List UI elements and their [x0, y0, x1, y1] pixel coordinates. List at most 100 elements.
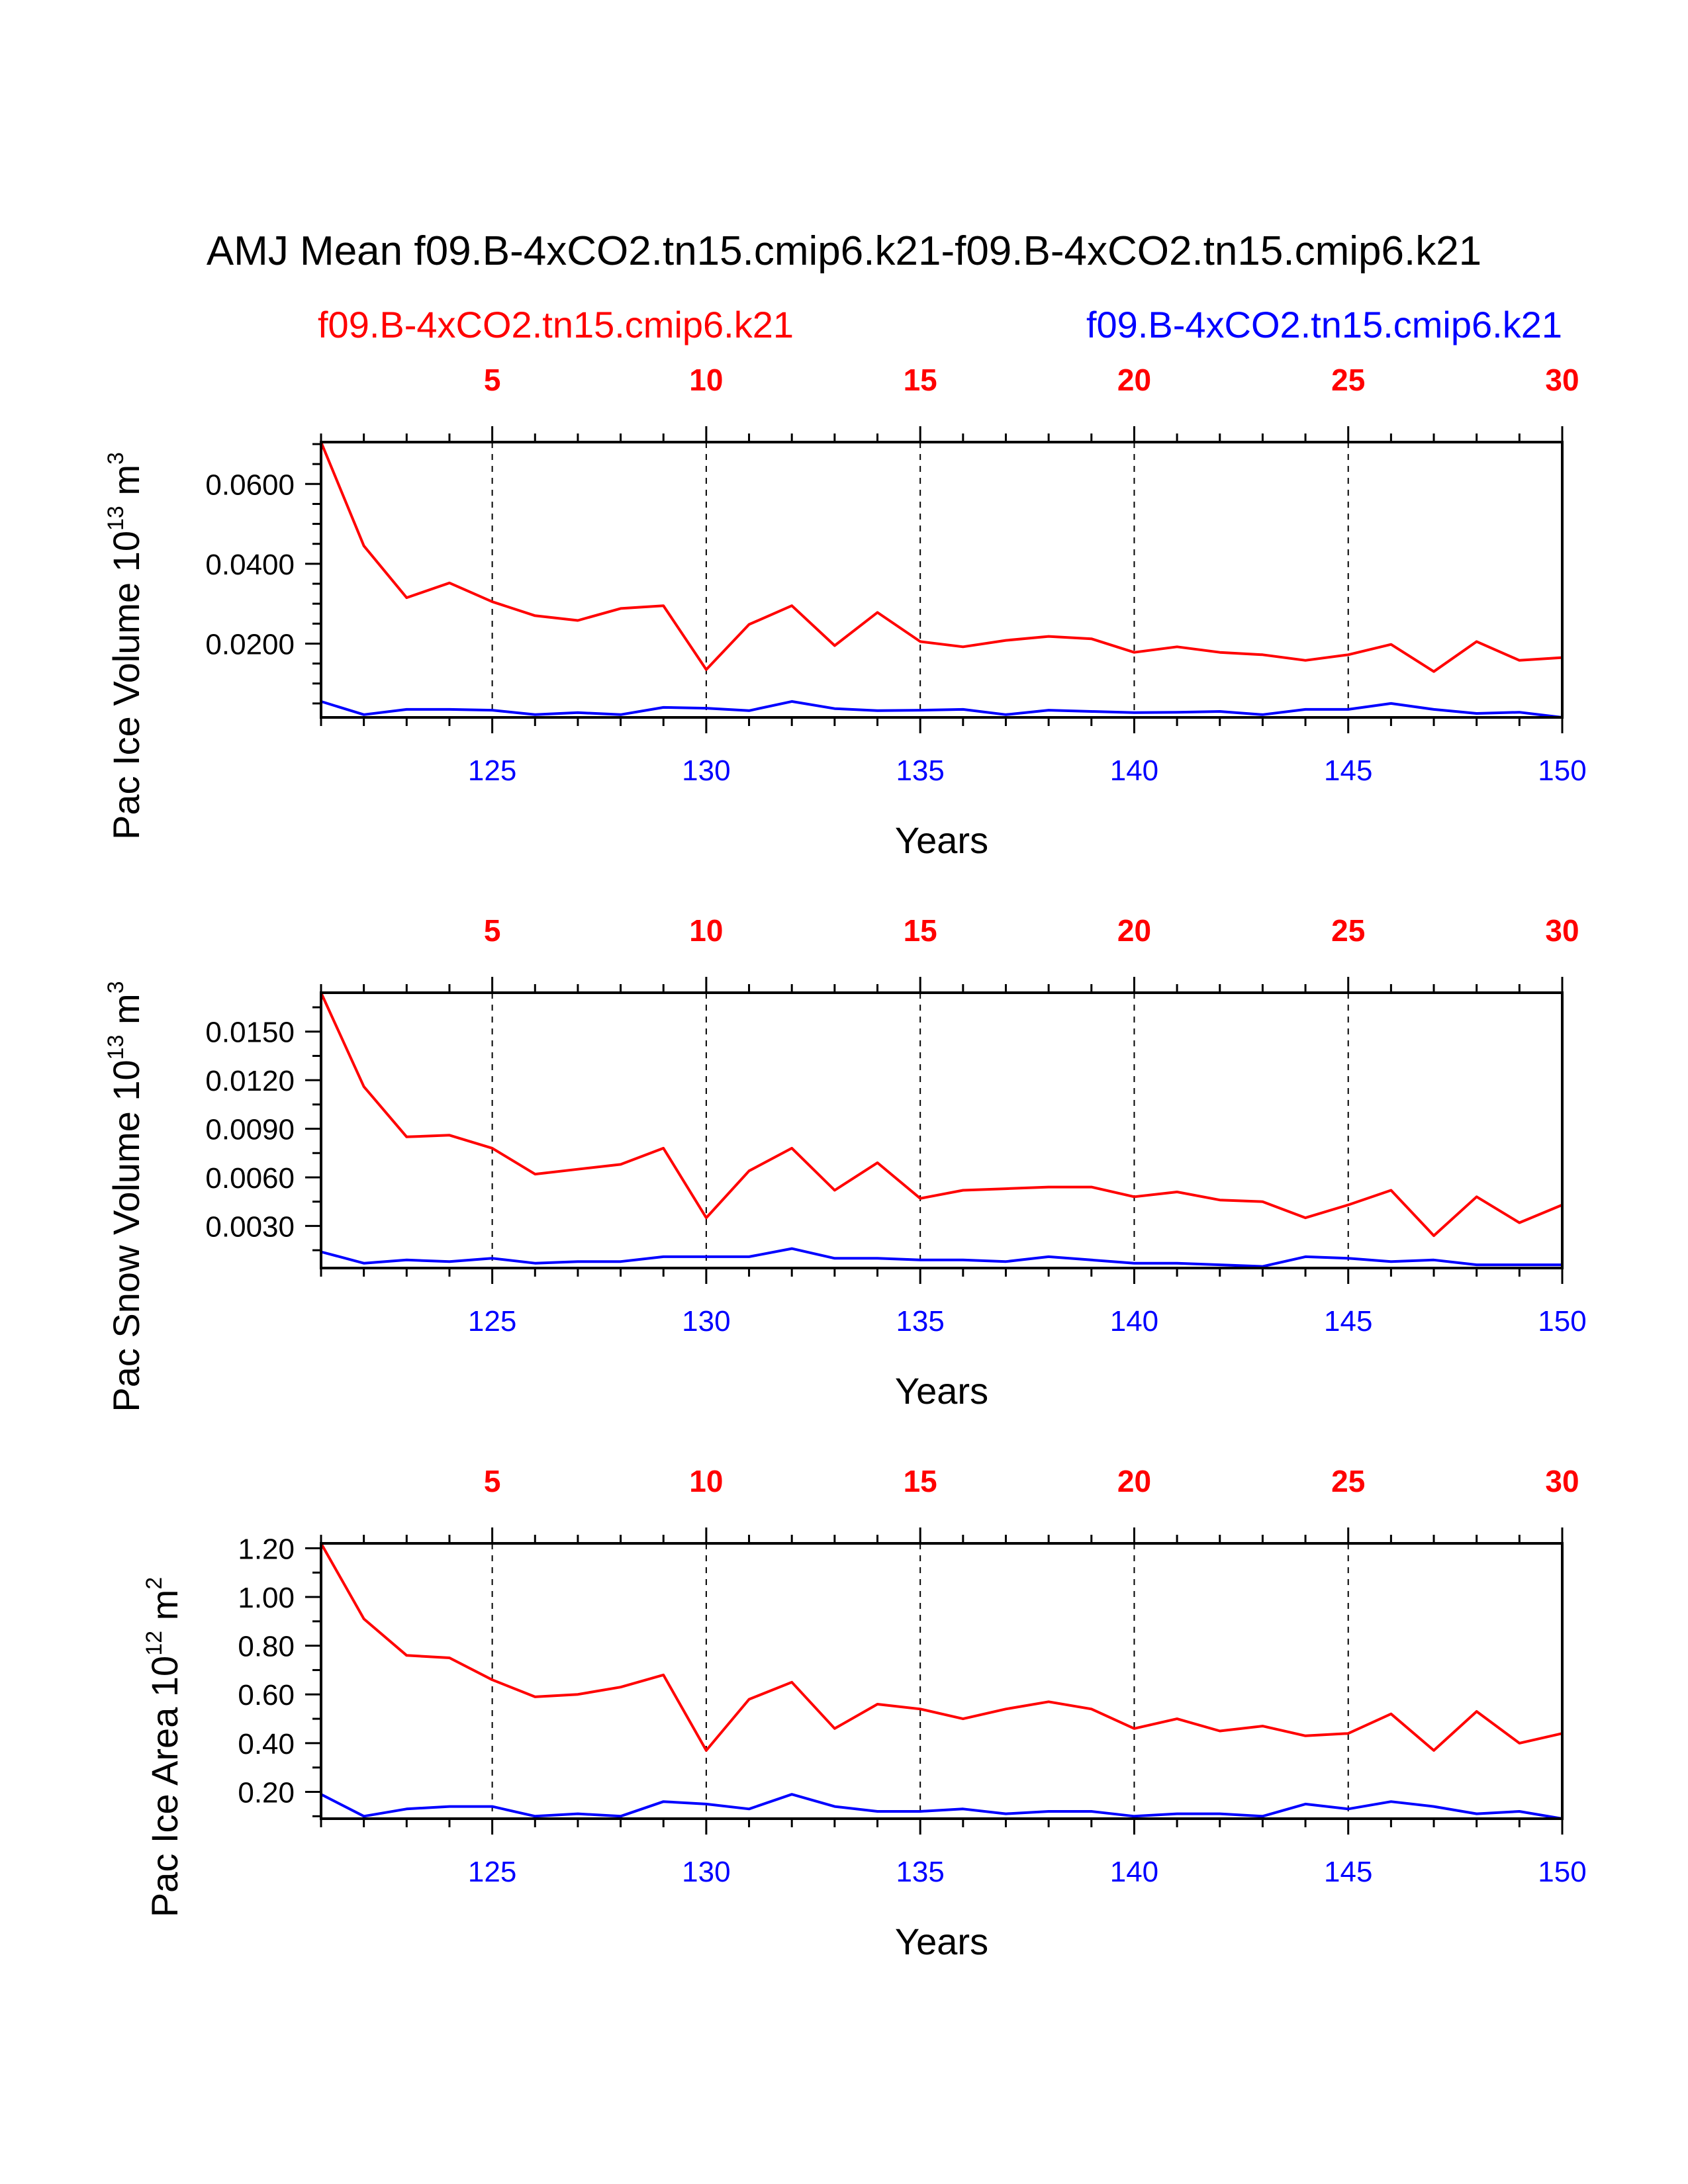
- blue-point: [491, 709, 494, 711]
- red-point: [1090, 1707, 1093, 1710]
- top-tick-label-15: 15: [904, 1464, 937, 1498]
- plot-frame: [320, 991, 1564, 1269]
- blue-point: [748, 709, 751, 712]
- blue-point: [833, 707, 836, 710]
- top-tick-label-15: 15: [904, 363, 937, 397]
- y-tick-label: 0.60: [238, 1679, 295, 1711]
- red-point: [748, 1169, 751, 1172]
- red-point: [405, 1136, 408, 1138]
- blue-point: [1219, 710, 1221, 713]
- figure-title: AMJ Mean f09.B-4xCO2.tn15.cmip6.k21-f09.…: [207, 228, 1481, 274]
- red-point: [577, 1693, 579, 1696]
- red-point: [620, 1686, 622, 1688]
- blue-point: [705, 1255, 708, 1258]
- red-point: [1432, 1749, 1435, 1752]
- red-point: [448, 582, 451, 584]
- plot-frame: [320, 1542, 1564, 1820]
- blue-point: [363, 1262, 365, 1265]
- red-point: [1176, 1717, 1178, 1720]
- top-tick-label-20: 20: [1117, 1464, 1151, 1498]
- blue-point: [1090, 710, 1093, 713]
- blue-point: [1476, 712, 1478, 715]
- y-axis-title-unit-exp: 3: [103, 981, 128, 993]
- red-point: [1518, 1742, 1521, 1745]
- top-tick-label-20: 20: [1117, 363, 1151, 397]
- red-point: [748, 623, 751, 625]
- red-point: [962, 1189, 964, 1191]
- red-point: [363, 545, 365, 547]
- x-tick-label-145: 145: [1324, 1305, 1372, 1338]
- red-point: [1304, 1216, 1307, 1219]
- blue-point: [1176, 711, 1178, 713]
- red-point: [833, 1189, 836, 1191]
- case-right-label: f09.B-4xCO2.tn15.cmip6.k21: [1086, 304, 1562, 345]
- blue-point: [1347, 1807, 1350, 1810]
- red-point: [1304, 659, 1307, 662]
- red-point: [1005, 1707, 1007, 1710]
- red-point: [448, 1134, 451, 1136]
- x-tick-label-140: 140: [1110, 1305, 1158, 1338]
- x-tick-label-150: 150: [1538, 754, 1586, 787]
- blue-point: [620, 1260, 622, 1263]
- x-tick-label-135: 135: [896, 754, 944, 787]
- blue-point: [1304, 1803, 1307, 1805]
- x-tick-label-140: 140: [1110, 754, 1158, 787]
- blue-point: [1219, 1263, 1221, 1266]
- blue-series-line: [320, 1793, 1563, 1820]
- blue-point: [1304, 1255, 1307, 1258]
- top-tick-label-15: 15: [904, 913, 937, 948]
- red-point: [1261, 1725, 1264, 1727]
- blue-point: [1518, 711, 1521, 713]
- x-tick-label-125: 125: [468, 1856, 516, 1888]
- red-point: [833, 1727, 836, 1730]
- red-series-line: [320, 1543, 1563, 1752]
- blue-point: [1389, 1800, 1392, 1803]
- red-point: [919, 1197, 921, 1200]
- blue-point: [705, 707, 708, 709]
- red-point: [534, 1696, 536, 1698]
- y-tick-label: 0.0060: [205, 1162, 295, 1195]
- red-point: [705, 668, 708, 671]
- top-tick-label-10: 10: [689, 1464, 723, 1498]
- blue-point: [577, 1260, 579, 1263]
- red-point: [1047, 1186, 1050, 1189]
- blue-point: [1432, 1259, 1435, 1261]
- blue-point: [405, 1259, 408, 1261]
- y-axis-title: Pac Snow Volume 1013 m3: [103, 981, 147, 1412]
- red-point: [405, 596, 408, 599]
- red-point: [1518, 659, 1521, 662]
- red-point: [491, 600, 494, 603]
- red-point: [790, 1681, 793, 1684]
- y-tick-label: 0.0200: [205, 628, 295, 660]
- x-axis-title: Years: [895, 819, 988, 861]
- red-point: [491, 1678, 494, 1681]
- blue-point: [1347, 1257, 1350, 1259]
- red-point: [1090, 1186, 1093, 1189]
- blue-point: [1432, 1805, 1435, 1808]
- blue-point: [876, 709, 878, 712]
- red-point: [1347, 653, 1350, 656]
- red-point: [1005, 1187, 1007, 1190]
- red-point: [1389, 1713, 1392, 1715]
- red-point: [1432, 670, 1435, 673]
- x-tick-label-130: 130: [682, 754, 730, 787]
- y-tick-label: 0.0150: [205, 1017, 295, 1049]
- blue-point: [962, 708, 964, 711]
- x-tick-label-130: 130: [682, 1305, 730, 1338]
- blue-point: [1047, 1810, 1050, 1813]
- blue-point: [577, 1813, 579, 1815]
- blue-point: [790, 700, 793, 703]
- blue-point: [448, 1805, 451, 1808]
- red-point: [620, 607, 622, 610]
- y-tick-label: 1.00: [238, 1582, 295, 1614]
- top-tick-label-30: 30: [1545, 1464, 1579, 1498]
- blue-point: [448, 708, 451, 711]
- blue-point: [363, 1815, 365, 1817]
- red-point: [833, 645, 836, 647]
- y-tick-label: 0.0400: [205, 549, 295, 581]
- blue-point: [1176, 1262, 1178, 1265]
- top-tick-label-5: 5: [484, 363, 501, 397]
- blue-point: [405, 708, 408, 711]
